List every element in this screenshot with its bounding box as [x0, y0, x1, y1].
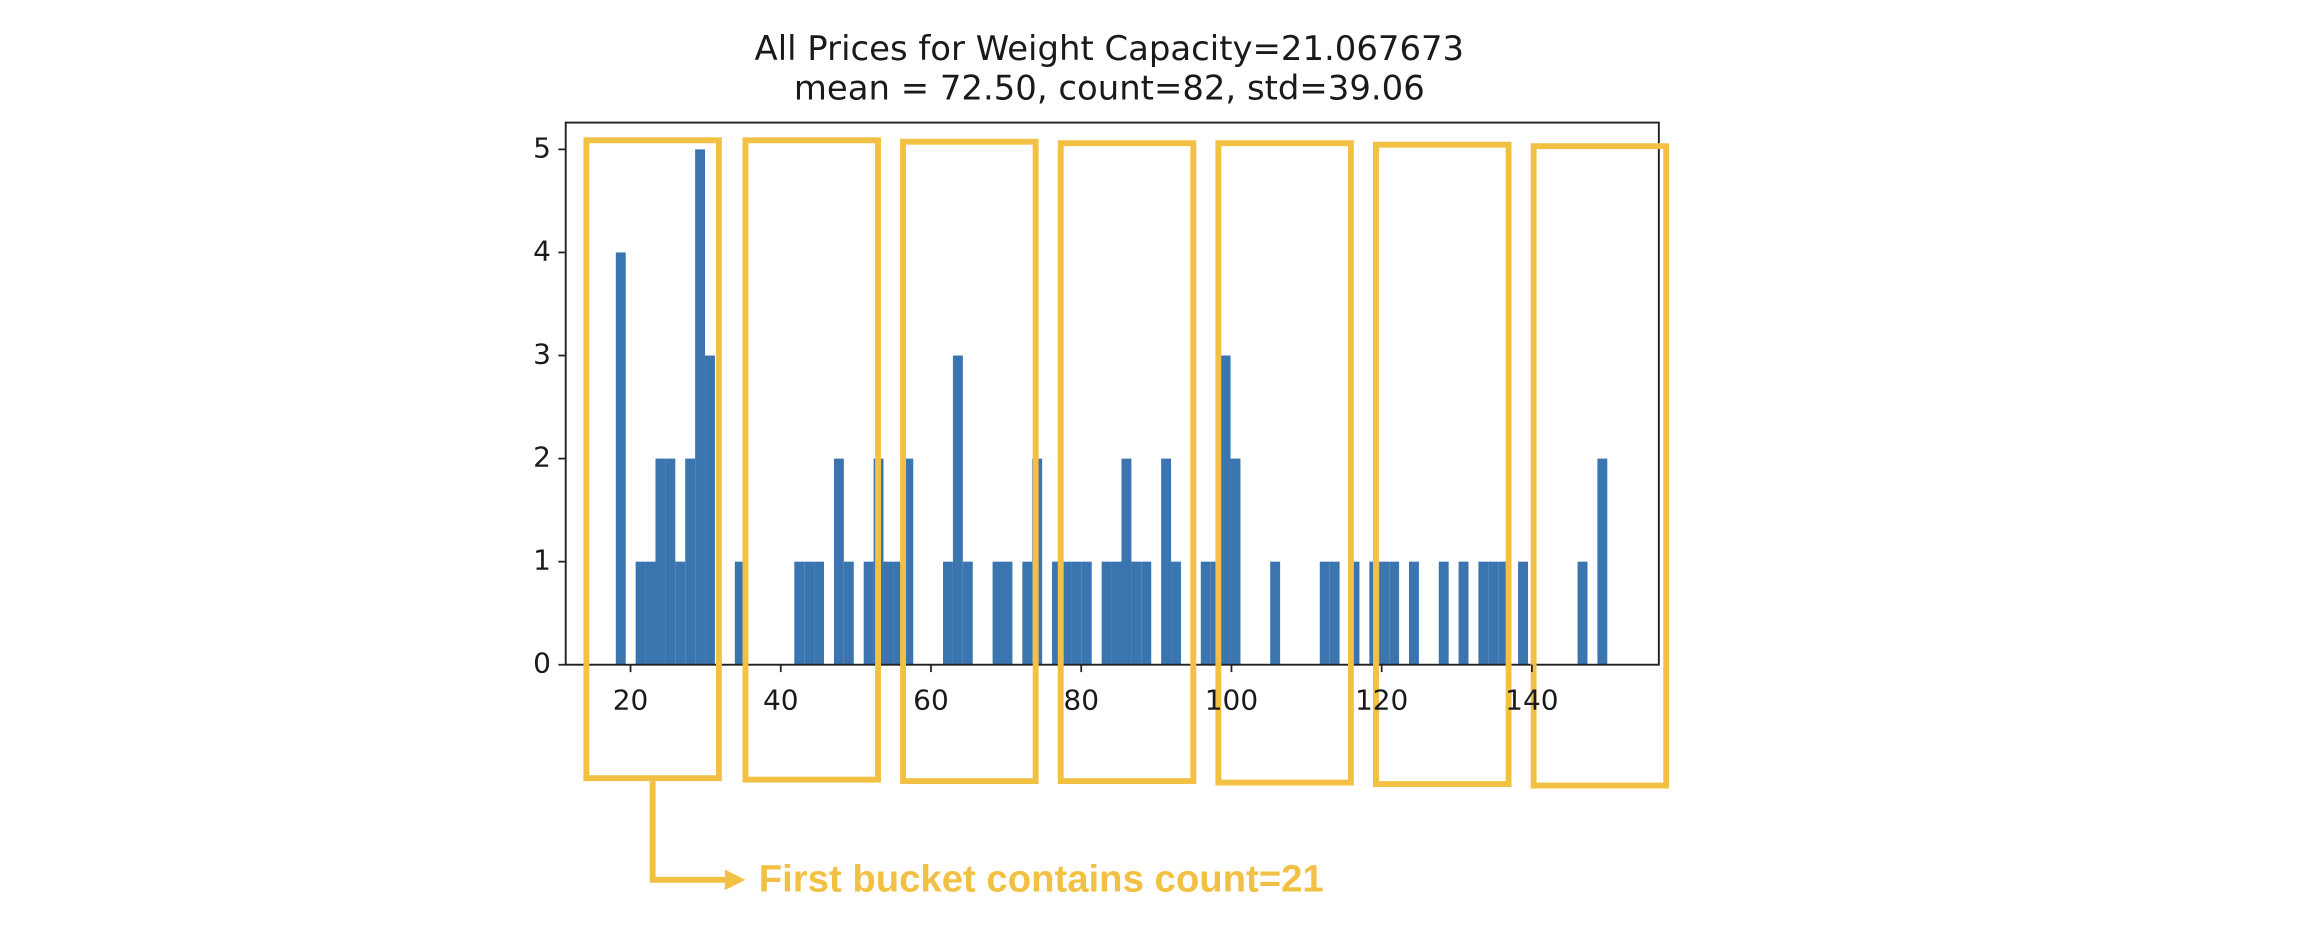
x-tick-label: 100: [1205, 684, 1258, 717]
histogram-bar: [1379, 561, 1390, 665]
histogram-bar: [695, 149, 706, 665]
histogram-bar: [1171, 561, 1181, 665]
histogram-bar: [1577, 561, 1588, 665]
histogram-bar: [1319, 561, 1330, 665]
histogram-bar: [1329, 561, 1340, 665]
y-tick-label: 5: [533, 131, 551, 164]
histogram-bar: [1389, 561, 1400, 665]
histogram-bar: [814, 561, 825, 665]
histogram-bar: [1478, 561, 1489, 665]
histogram-bar: [1230, 458, 1241, 665]
chart-title: All Prices for Weight Capacity=21.067673: [755, 29, 1465, 68]
histogram-bar: [675, 561, 686, 665]
histogram-bar: [1141, 561, 1152, 665]
bucket-box: [1057, 140, 1197, 785]
arrow-head: [724, 869, 746, 891]
histogram-bar: [1409, 561, 1419, 665]
histogram-bar: [685, 458, 696, 665]
histogram-bar: [1458, 561, 1469, 665]
histogram-bar: [804, 561, 815, 665]
histogram-bar: [863, 561, 874, 665]
histogram-bar: [992, 561, 1003, 665]
histogram-bar: [962, 561, 973, 665]
x-tick-label: 80: [1063, 684, 1099, 717]
histogram-bar: [1061, 561, 1072, 665]
x-tick-label: 60: [913, 684, 949, 717]
x-tick-label: 20: [613, 684, 649, 717]
histogram-bar: [1488, 561, 1499, 665]
histogram-bar: [903, 458, 914, 665]
x-tick-label: 120: [1355, 684, 1408, 717]
plot-area: [615, 149, 1608, 665]
histogram-bar: [1270, 561, 1281, 665]
histogram-bar: [1131, 561, 1142, 665]
histogram-bar: [1002, 561, 1013, 665]
histogram-bar: [952, 355, 963, 665]
bucket-box: [1215, 140, 1354, 786]
bucket-box: [1530, 143, 1670, 789]
histogram-bar: [1438, 561, 1449, 665]
bucket-box: [900, 138, 1039, 785]
histogram-bar: [655, 458, 666, 665]
y-tick-label: 3: [533, 338, 551, 371]
histogram-bar: [833, 458, 844, 665]
histogram-bar: [943, 561, 953, 665]
annotation-arrow: [649, 781, 728, 883]
histogram-bar: [665, 458, 676, 665]
histogram-bar: [1597, 458, 1608, 665]
histogram-bar: [635, 561, 646, 665]
histogram-bar: [1022, 561, 1033, 665]
y-tick-label: 2: [533, 441, 551, 474]
bucket-box: [1373, 141, 1512, 788]
bucket-box: [742, 137, 881, 783]
histogram-bar: [1518, 561, 1528, 665]
y-tick-label: 0: [533, 647, 551, 680]
histogram-bar: [705, 355, 715, 665]
annotation-boxes: [583, 137, 1670, 789]
chart-subtitle: mean = 72.50, count=82, std=39.06: [794, 69, 1425, 108]
histogram-bar: [1349, 561, 1360, 665]
histogram-bar: [1052, 561, 1062, 665]
histogram-bar: [1121, 458, 1132, 665]
x-tick-label: 140: [1505, 684, 1558, 717]
histogram-bar: [1071, 561, 1082, 665]
histogram-bar: [1498, 561, 1509, 665]
histogram-bar: [843, 561, 854, 665]
histogram-bar: [645, 561, 656, 665]
y-tick-label: 1: [533, 544, 551, 577]
bucket-box: [583, 137, 722, 782]
histogram-bar: [883, 561, 894, 665]
histogram-bar: [615, 252, 626, 665]
annotation-text: First bucket contains count=21: [759, 857, 1324, 900]
histogram-bar: [794, 561, 805, 665]
histogram-bar: [1220, 355, 1231, 665]
histogram-bar: [734, 561, 745, 665]
histogram-bar: [1101, 561, 1112, 665]
y-tick-label: 4: [533, 234, 551, 267]
x-tick-label: 40: [763, 684, 799, 717]
histogram-bar: [1081, 561, 1092, 665]
histogram-bar: [893, 561, 904, 665]
axes-frame: [564, 121, 1660, 666]
histogram-bar: [1111, 561, 1122, 665]
histogram-bar: [1161, 458, 1172, 665]
histogram-bar: [1200, 561, 1211, 665]
